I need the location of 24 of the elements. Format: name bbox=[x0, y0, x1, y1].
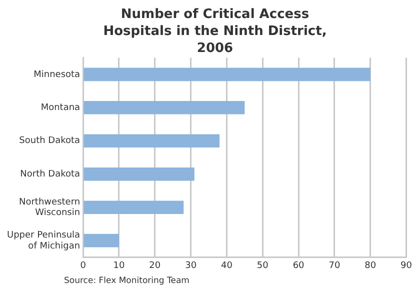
x-tick-label: 50 bbox=[256, 260, 269, 271]
y-tick-label: South Dakota bbox=[19, 136, 80, 146]
bar bbox=[84, 101, 245, 114]
y-tick-label: North Dakota bbox=[20, 169, 80, 180]
bar bbox=[84, 134, 220, 148]
source-note: Source: Flex Monitoring Team bbox=[64, 276, 190, 286]
chart-title: Number of Critical Access Hospitals in the Ninth District, 2006 bbox=[102, 6, 328, 57]
x-tick-label: 70 bbox=[328, 260, 340, 271]
x-tick-label: 90 bbox=[400, 260, 412, 271]
x-tick-label: 30 bbox=[185, 260, 197, 271]
x-tick-label: 0 bbox=[80, 260, 86, 271]
x-tick-label: 80 bbox=[364, 260, 376, 271]
x-tick-label: 60 bbox=[292, 260, 305, 271]
bar bbox=[84, 200, 184, 214]
y-tick-label: Northwestern Wisconsin bbox=[18, 197, 80, 218]
y-tick-label: Montana bbox=[40, 102, 80, 113]
x-tick-label: 20 bbox=[149, 260, 161, 271]
x-tick-label: 40 bbox=[220, 260, 233, 271]
y-tick-label: Upper Peninsula of Michigan bbox=[6, 230, 80, 252]
bar bbox=[84, 167, 194, 181]
y-tick-label: Minnesota bbox=[34, 70, 80, 80]
x-tick-label: 10 bbox=[113, 260, 125, 271]
bar bbox=[84, 68, 370, 82]
bar bbox=[84, 234, 119, 248]
